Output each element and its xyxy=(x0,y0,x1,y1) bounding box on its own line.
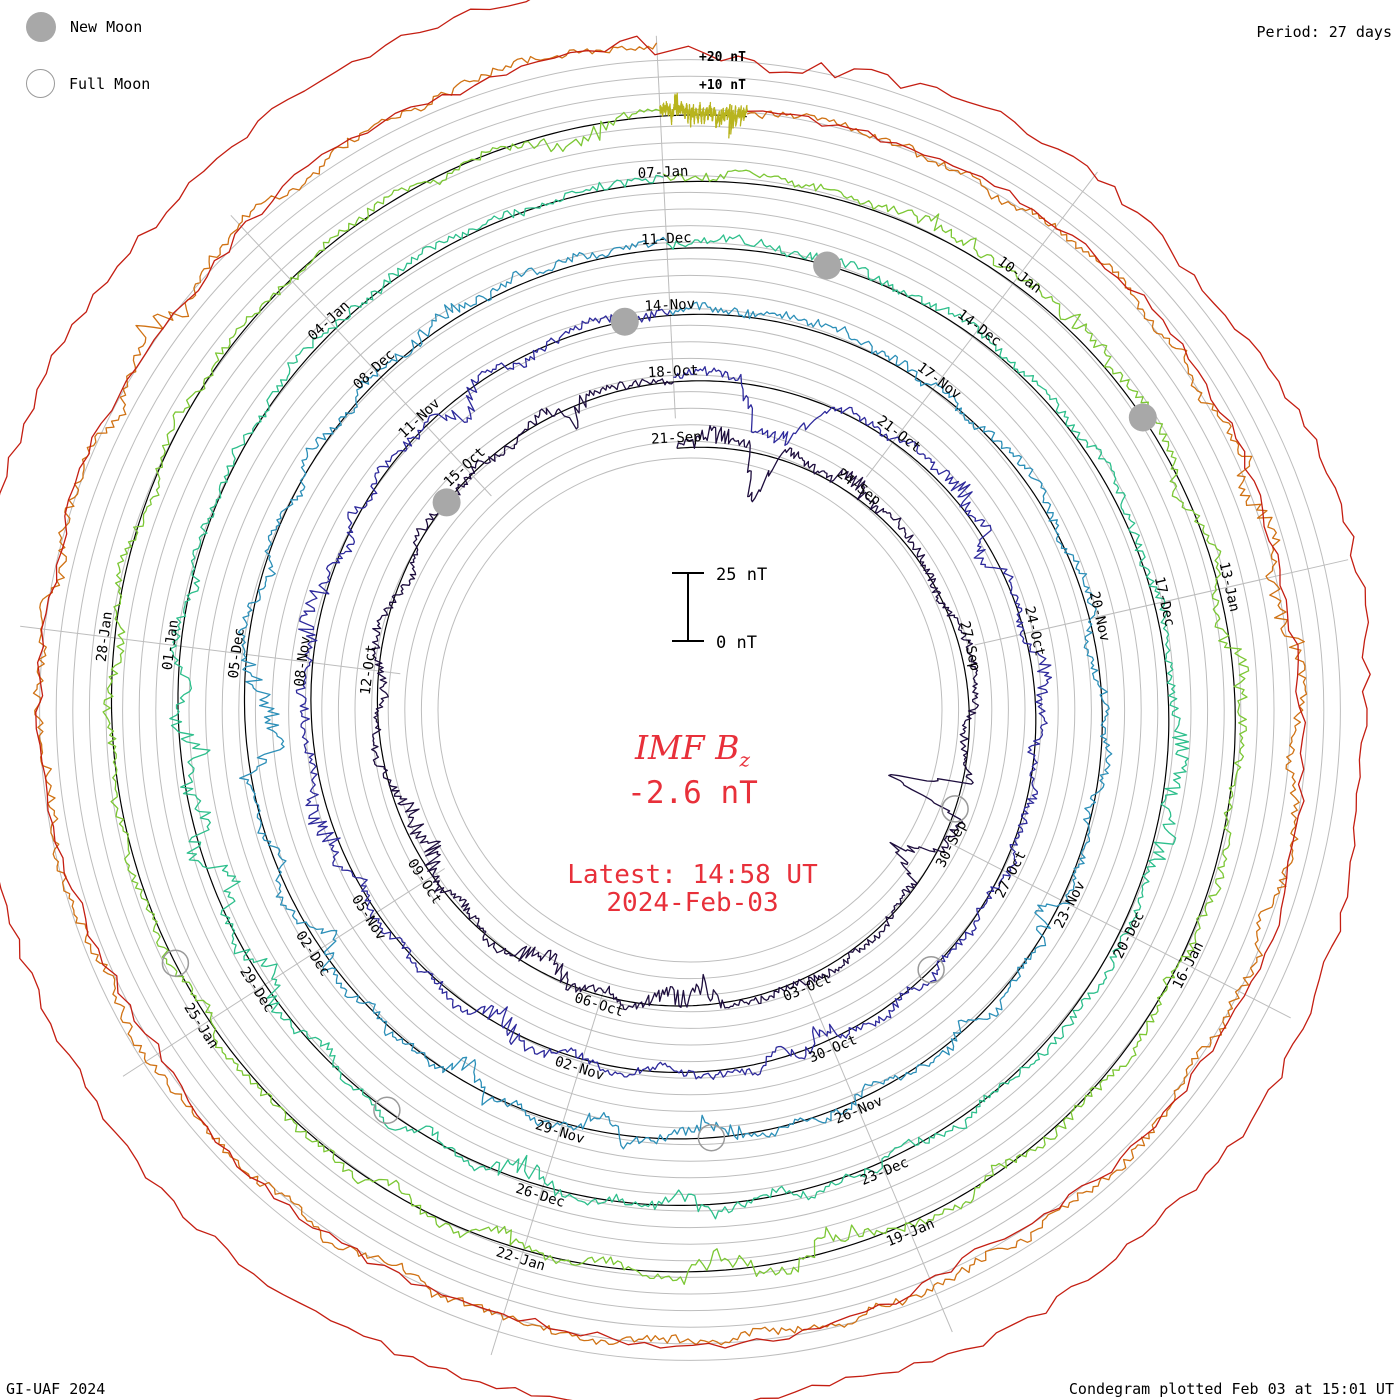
zero-reference-spiral xyxy=(110,114,1236,1273)
full-moon-label: Full Moon xyxy=(69,74,151,93)
full-moon-marker xyxy=(161,949,190,977)
date-label: 13-Jan xyxy=(1215,560,1242,613)
new-moon-marker xyxy=(432,488,461,517)
grid-ring xyxy=(188,208,1192,1212)
date-label: 26-Nov xyxy=(832,1093,885,1127)
new-moon-label: New Moon xyxy=(70,18,143,36)
date-label: 28-Jan xyxy=(94,611,116,663)
grid-ring xyxy=(387,407,993,1013)
bz-series-cycle-4 xyxy=(169,174,1190,1220)
full-moon-marker xyxy=(941,795,969,823)
grid-spoke xyxy=(803,978,953,1333)
bz-series-cycle-7 xyxy=(32,42,1308,1346)
date-label: 14-Nov xyxy=(644,296,695,315)
grid-ring xyxy=(39,59,1341,1361)
date-label: 23-Dec xyxy=(858,1154,911,1188)
new-moon-marker xyxy=(813,251,842,280)
full-moon-marker xyxy=(697,1123,726,1152)
grid-ring xyxy=(337,357,1043,1063)
grid-ring xyxy=(254,274,1126,1146)
bz-series-cycle-1 xyxy=(371,378,980,1011)
grid-spoke xyxy=(490,988,605,1356)
date-label: 15-Oct xyxy=(441,444,489,490)
new-moon-icon xyxy=(26,12,56,42)
new-moon-marker xyxy=(610,307,639,336)
grid-spoke xyxy=(974,559,1349,646)
grid-spoke xyxy=(230,214,492,497)
date-label: 11-Dec xyxy=(641,230,692,249)
grid-ring xyxy=(122,142,1258,1278)
bz-series-cycle-5 xyxy=(102,108,1250,1285)
date-label: 18-Oct xyxy=(647,363,698,382)
date-label: 17-Dec xyxy=(1151,575,1178,628)
date-label: 24-Oct xyxy=(1021,605,1048,658)
date-label: 19-Jan xyxy=(884,1216,937,1250)
bz-series-cycle-2 xyxy=(295,308,1053,1080)
grid-spoke xyxy=(122,868,445,1077)
footer-credit: GI-UAF 2024 xyxy=(6,1380,106,1398)
grid-ring xyxy=(354,374,1026,1046)
scale-bar-bottom-label: 0 nT xyxy=(716,633,757,653)
date-label: 30-Oct xyxy=(807,1032,860,1066)
date-label: 04-Jan xyxy=(305,298,353,344)
latest-time: Latest: 14:58 UT xyxy=(567,860,818,890)
grid-ring xyxy=(271,291,1109,1129)
date-label: 07-Jan xyxy=(637,163,688,182)
outer-scale-10-label: +10 nT xyxy=(699,78,746,93)
new-moon-marker xyxy=(1128,403,1157,432)
grid-ring xyxy=(437,457,943,963)
grid-ring xyxy=(72,92,1308,1328)
date-label: 03-Oct xyxy=(781,971,834,1005)
bz-series-cycle-6 xyxy=(659,92,748,139)
grid-ring xyxy=(321,341,1059,1079)
grid-ring xyxy=(55,75,1325,1345)
bz-series-cycle-8 xyxy=(0,0,1371,1400)
date-label: 05-Dec xyxy=(226,627,248,679)
date-label: 08-Dec xyxy=(350,347,398,393)
grid-spoke xyxy=(20,625,401,675)
current-value: -2.6 nT xyxy=(627,775,758,811)
date-label: 27-Sep xyxy=(956,620,983,673)
date-label: 20-Nov xyxy=(1086,590,1113,643)
grid-ring xyxy=(155,175,1225,1245)
grid-ring xyxy=(221,241,1159,1179)
date-label: 01-Jan xyxy=(160,619,182,671)
date-label: 21-Sep xyxy=(651,429,702,448)
scale-bar-top-label: 25 nT xyxy=(716,565,767,585)
footer-plotted: Condegram plotted Feb 03 at 15:01 UT xyxy=(1068,1380,1394,1398)
grid-ring xyxy=(138,158,1242,1262)
grid-spoke xyxy=(655,35,676,419)
full-moon-marker xyxy=(917,955,945,984)
parameter-title: IMF Bz xyxy=(0,728,1385,772)
period-label: Period: 27 days xyxy=(1256,23,1392,41)
latest-date: 2024-Feb-03 xyxy=(606,888,779,918)
grid-spoke xyxy=(865,171,1098,478)
parameter-subscript: z xyxy=(739,747,750,772)
zero-line-spiral xyxy=(110,114,1236,1273)
outer-scale-20-label: +20 nT xyxy=(699,50,746,65)
legend-new-moon: New Moon xyxy=(26,12,142,42)
full-moon-icon xyxy=(26,69,55,98)
grid-ring xyxy=(420,440,960,980)
parameter-name: IMF B xyxy=(634,728,740,767)
scale-bar: 25 nT 0 nT xyxy=(672,565,767,653)
legend-full-moon: Full Moon xyxy=(26,69,150,98)
date-label: 16-Jan xyxy=(1170,939,1207,991)
date-label: 12-Oct xyxy=(358,644,380,696)
date-label: 08-Nov xyxy=(292,635,314,687)
grid-ring xyxy=(171,191,1209,1229)
moon-markers xyxy=(161,251,1157,1152)
ring-grid xyxy=(39,59,1341,1361)
full-moon-marker xyxy=(373,1096,401,1125)
grid-ring xyxy=(238,258,1142,1162)
grid-ring xyxy=(371,391,1009,1029)
